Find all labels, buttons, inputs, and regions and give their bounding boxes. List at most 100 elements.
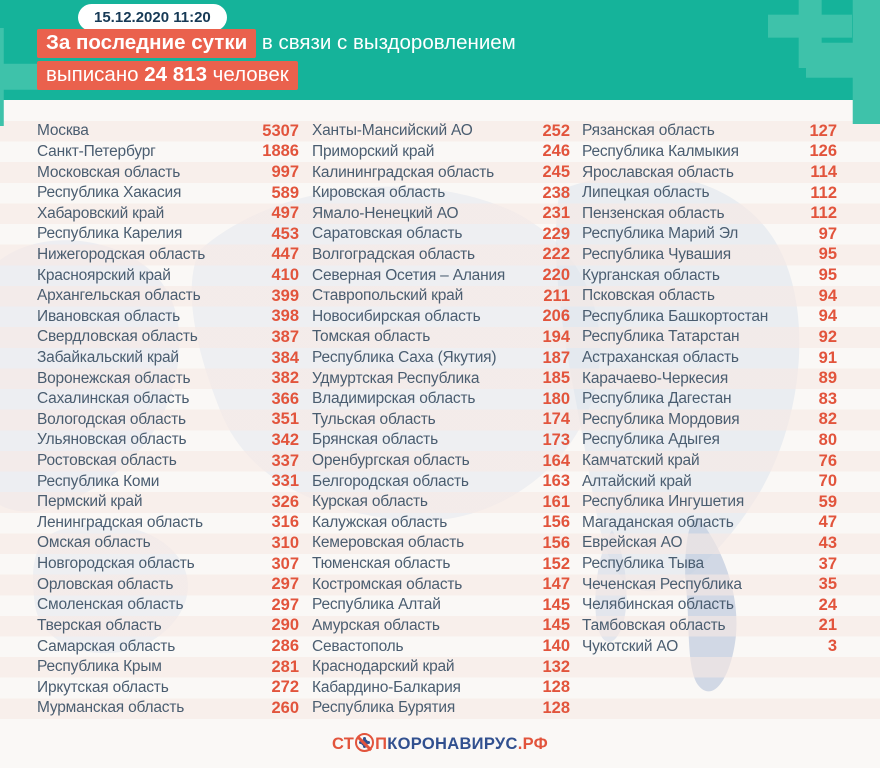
region-name: Псковская область	[582, 287, 715, 305]
region-value: 351	[271, 410, 299, 429]
region-value: 384	[271, 348, 299, 367]
region-name: Тульская область	[312, 410, 436, 428]
date-badge-text: 15.12.2020 11:20	[94, 9, 211, 26]
region-row: Санкт-Петербург 1886	[37, 142, 299, 163]
region-row: Калужская область 156	[312, 513, 570, 534]
region-row: Северная Осетия – Алания 220	[312, 265, 570, 286]
region-row: Курганская область 95	[582, 265, 837, 286]
region-name: Северная Осетия – Алания	[312, 266, 506, 284]
region-row: Карачаево-Черкесия 89	[582, 368, 837, 389]
region-name: Вологодская область	[37, 410, 186, 428]
region-row: Хабаровский край 497	[37, 203, 299, 224]
region-row: Кировская область 238	[312, 183, 570, 204]
region-name: Сахалинская область	[37, 390, 190, 408]
region-row: Республика Коми 331	[37, 471, 299, 492]
region-row: Тамбовская область 21	[582, 616, 837, 637]
header: 15.12.2020 11:20 За последние сутки в св…	[0, 0, 880, 126]
region-name: Республика Дагестан	[582, 390, 732, 408]
region-row: Томская область 194	[312, 327, 570, 348]
region-value: 398	[271, 307, 299, 326]
region-value: 307	[271, 554, 299, 573]
region-value: 194	[542, 327, 570, 346]
region-row: Чукотский АО 3	[582, 636, 837, 657]
region-row: Республика Ингушетия 59	[582, 492, 837, 513]
region-row: Республика Татарстан 92	[582, 327, 837, 348]
region-name: Курская область	[312, 493, 428, 511]
region-row: Чеченская Республика 35	[582, 574, 837, 595]
region-row: Курская область 161	[312, 492, 570, 513]
region-row: Пензенская область 112	[582, 203, 837, 224]
recovered-count: 24 813	[144, 63, 207, 86]
region-row: Москва 5307	[37, 121, 299, 142]
region-name: Челябинская область	[582, 596, 734, 614]
region-row: Республика Марий Эл 97	[582, 224, 837, 245]
region-name: Республика Крым	[37, 658, 162, 676]
region-value: 281	[271, 657, 299, 676]
region-row: Иркутская область 272	[37, 677, 299, 698]
region-name: Севастополь	[312, 637, 404, 655]
region-name: Приморский край	[312, 142, 435, 160]
region-row: Амурская область 145	[312, 616, 570, 637]
region-row: Камчатский край 76	[582, 451, 837, 472]
region-row: Республика Карелия 453	[37, 224, 299, 245]
region-value: 80	[818, 430, 837, 449]
region-name: Ярославская область	[582, 163, 734, 181]
region-name: Московская область	[37, 163, 181, 181]
region-row: Ямало-Ненецкий АО 231	[312, 203, 570, 224]
region-row: Омская область 310	[37, 533, 299, 554]
region-row: Челябинская область 24	[582, 595, 837, 616]
region-name: Ямало-Ненецкий АО	[312, 204, 459, 222]
region-row: Калининградская область 245	[312, 162, 570, 183]
region-row: Севастополь 140	[312, 636, 570, 657]
region-row: Приморский край 246	[312, 142, 570, 163]
headline-highlight: За последние сутки	[37, 29, 257, 58]
region-row: Республика Бурятия 128	[312, 698, 570, 719]
region-value: 366	[271, 389, 299, 408]
stopcoronavirus-logo: СТ ПКОРОНАВИРУС.РФ	[0, 733, 880, 754]
region-name: Республика Адыгея	[582, 431, 720, 449]
region-row: Республика Калмыкия 126	[582, 142, 837, 163]
region-value: 342	[271, 430, 299, 449]
region-name: Пензенская область	[582, 204, 725, 222]
recovered-suffix: человек	[212, 63, 289, 86]
logo-part-rf: .РФ	[517, 735, 549, 753]
region-name: Ленинградская область	[37, 513, 203, 531]
region-row: Республика Хакасия 589	[37, 183, 299, 204]
region-row: Алтайский край 70	[582, 471, 837, 492]
region-value: 89	[818, 369, 837, 388]
region-value: 97	[818, 224, 837, 243]
region-value: 114	[810, 163, 837, 182]
region-row: Ханты-Мансийский АО 252	[312, 121, 570, 142]
region-value: 112	[810, 183, 837, 202]
logo-part-st: СТ	[331, 735, 355, 753]
recovered-statement: выписано 24 813 человек	[37, 61, 298, 90]
region-name: Костромская область	[312, 575, 463, 593]
region-name: Республика Алтай	[312, 596, 441, 614]
region-value: 453	[271, 224, 299, 243]
region-value: 173	[542, 430, 570, 449]
region-name: Республика Татарстан	[582, 328, 740, 346]
region-row: Кемеровская область 156	[312, 533, 570, 554]
region-row: Забайкальский край 384	[37, 348, 299, 369]
region-value: 180	[542, 389, 570, 408]
region-row: Новгородская область 307	[37, 554, 299, 575]
region-name: Республика Тыва	[582, 555, 704, 573]
region-value: 297	[271, 595, 299, 614]
regions-column-2: Ханты-Мансийский АО 252 Приморский край 246…	[312, 121, 570, 719]
region-name: Камчатский край	[582, 452, 700, 470]
region-value: 156	[542, 513, 570, 532]
region-name: Свердловская область	[37, 328, 198, 346]
region-row: Оренбургская область 164	[312, 451, 570, 472]
region-value: 164	[542, 451, 570, 470]
region-name: Иркутская область	[37, 678, 169, 696]
region-row: Белгородская область 163	[312, 471, 570, 492]
region-row: Ростовская область 337	[37, 451, 299, 472]
row-stripes-decoration	[0, 121, 880, 719]
region-row: Еврейская АО 43	[582, 533, 837, 554]
region-name: Ульяновская область	[37, 431, 187, 449]
region-row: Красноярский край 410	[37, 265, 299, 286]
region-value: 187	[542, 348, 570, 367]
region-row: Костромская область 147	[312, 574, 570, 595]
region-value: 21	[818, 616, 837, 635]
region-value: 331	[271, 472, 299, 491]
